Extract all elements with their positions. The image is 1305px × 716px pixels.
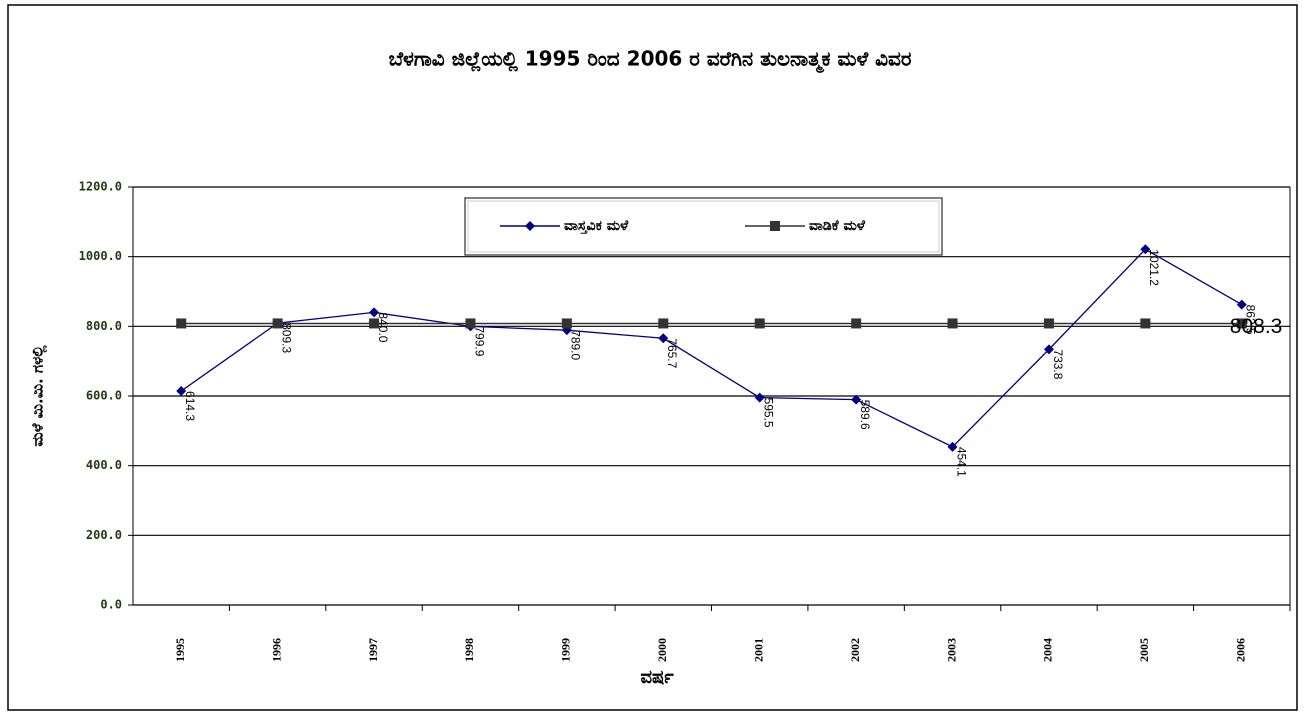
x-tick-label: 1999 [559, 638, 573, 662]
x-tick-label: 1997 [366, 638, 380, 662]
value-label: 808.3 [1230, 315, 1283, 338]
y-axis-title: ಮಳೆ ಮಿ.ಮಿ. ಗಳಲ್ಲಿ [29, 344, 48, 446]
value-label: 765.7 [665, 338, 679, 368]
value-label: 809.3 [279, 323, 293, 353]
point [851, 318, 862, 329]
point [947, 318, 958, 329]
value-label: 614.3 [183, 391, 197, 421]
y-tick-label: 1200.0 [79, 180, 122, 194]
point [176, 386, 187, 397]
chart-title: ಬೆಳಗಾವಿ ಜಿಲ್ಲೆಯಲ್ಲಿ 1995 ರಿಂದ 2006 ರ ವರೆ… [389, 47, 912, 74]
point [465, 318, 476, 329]
point [272, 318, 283, 329]
point [851, 394, 862, 405]
x-tick-label: 2005 [1137, 638, 1151, 662]
x-axis-title: ವರ್ಷ [640, 667, 674, 688]
point [369, 318, 380, 329]
x-tick-label: 2004 [1041, 638, 1055, 662]
y-tick-label: 400.0 [86, 458, 122, 472]
point [1043, 344, 1054, 355]
y-tick-label: 1000.0 [79, 249, 122, 263]
legend-label: ವಾಸ್ತವಿಕ ಮಳೆ [564, 218, 629, 235]
x-tick-label: 2000 [655, 638, 669, 662]
y-tick-label: 600.0 [86, 389, 122, 403]
point [561, 318, 572, 329]
point [1140, 244, 1151, 255]
x-tick-label: 2003 [944, 638, 958, 662]
value-label: 1021.2 [1147, 249, 1161, 286]
point [369, 307, 380, 318]
point [1236, 318, 1247, 329]
point [658, 318, 669, 329]
series-line [180, 248, 1243, 448]
value-label: 454.1 [954, 447, 968, 477]
legend-box-shadow [467, 200, 940, 253]
point [525, 221, 535, 231]
point [770, 221, 780, 231]
point [947, 441, 958, 452]
x-tick-label: 1995 [173, 638, 187, 662]
point [754, 318, 765, 329]
value-label: 799.9 [472, 326, 486, 356]
value-label: 789.0 [569, 330, 583, 360]
value-label: 595.5 [762, 398, 776, 428]
y-tick-label: 200.0 [86, 528, 122, 542]
value-label: 840.0 [376, 312, 390, 342]
point [176, 318, 187, 329]
x-tick-label: 1996 [269, 638, 283, 662]
value-label: 862.5 [1244, 305, 1258, 335]
x-tick-label: 2006 [1234, 638, 1248, 662]
point [658, 333, 669, 344]
value-label: 589.6 [858, 400, 872, 430]
point [1043, 318, 1054, 329]
x-tick-label: 2002 [848, 638, 862, 662]
point [1236, 299, 1247, 310]
chart-border [7, 4, 1298, 711]
legend-label: ವಾಡಿಕೆ ಮಳೆ [809, 218, 865, 234]
x-tick-label: 2001 [751, 638, 765, 662]
value-label: 733.8 [1051, 349, 1065, 379]
y-tick-label: 0.0 [100, 598, 122, 612]
x-tick-label: 1998 [462, 638, 476, 662]
point [754, 392, 765, 403]
y-tick-label: 800.0 [86, 319, 122, 333]
point [1140, 318, 1151, 329]
